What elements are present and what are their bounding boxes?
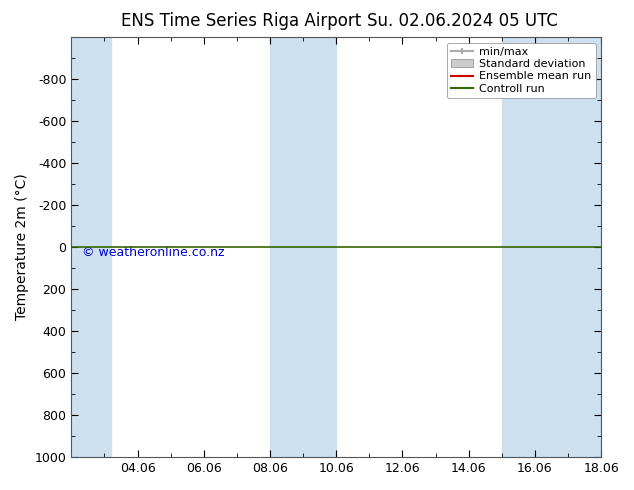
Text: ENS Time Series Riga Airport: ENS Time Series Riga Airport — [121, 12, 361, 30]
Bar — [270, 37, 336, 457]
Legend: min/max, Standard deviation, Ensemble mean run, Controll run: min/max, Standard deviation, Ensemble me… — [446, 43, 595, 98]
Text: Su. 02.06.2024 05 UTC: Su. 02.06.2024 05 UTC — [367, 12, 559, 30]
Text: © weatheronline.co.nz: © weatheronline.co.nz — [82, 246, 224, 259]
Bar — [501, 37, 601, 457]
Bar — [71, 37, 111, 457]
Y-axis label: Temperature 2m (°C): Temperature 2m (°C) — [15, 174, 29, 320]
